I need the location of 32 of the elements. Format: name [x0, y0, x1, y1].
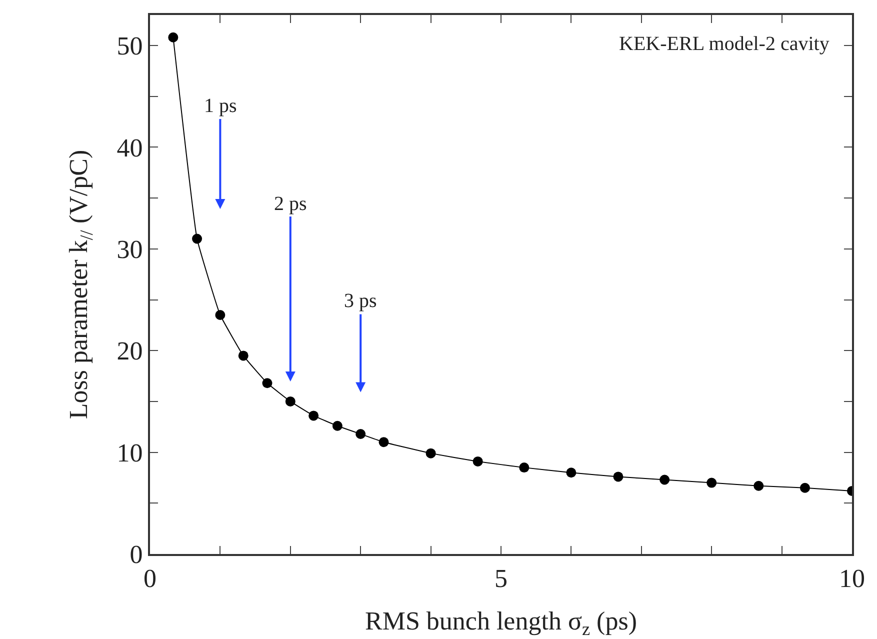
point — [426, 448, 436, 458]
x-tick-label: 5 — [494, 564, 508, 594]
point — [800, 482, 810, 493]
x-tick-label: 10 — [839, 564, 865, 594]
point — [308, 410, 319, 421]
x-axis-title: RMS bunch length σ$_{z}$ (ps) — [365, 606, 637, 639]
point — [378, 437, 389, 448]
point — [238, 350, 248, 361]
y-tick-label: 50 — [116, 32, 143, 61]
y-tick-label: 10 — [116, 438, 143, 468]
point — [215, 310, 226, 320]
point — [566, 468, 576, 478]
y-tick-label: 30 — [116, 235, 143, 264]
point — [168, 32, 178, 42]
y-tick-label: 40 — [116, 133, 143, 162]
annotation: 1 ps — [204, 95, 237, 117]
point — [472, 456, 483, 466]
point — [192, 234, 202, 244]
point — [332, 420, 342, 431]
annotation: 3 ps — [344, 290, 377, 312]
point — [356, 429, 366, 439]
y-tick-label: 0 — [130, 540, 143, 570]
y-tick-label: 20 — [116, 336, 143, 366]
point — [706, 478, 717, 488]
point — [285, 396, 296, 406]
point — [519, 462, 530, 473]
point — [262, 378, 272, 388]
annotation: KEK-ERL model-2 cavity — [619, 33, 830, 55]
annotation: 2 ps — [274, 193, 307, 215]
point — [660, 474, 670, 485]
point — [754, 480, 764, 491]
point — [613, 472, 624, 482]
